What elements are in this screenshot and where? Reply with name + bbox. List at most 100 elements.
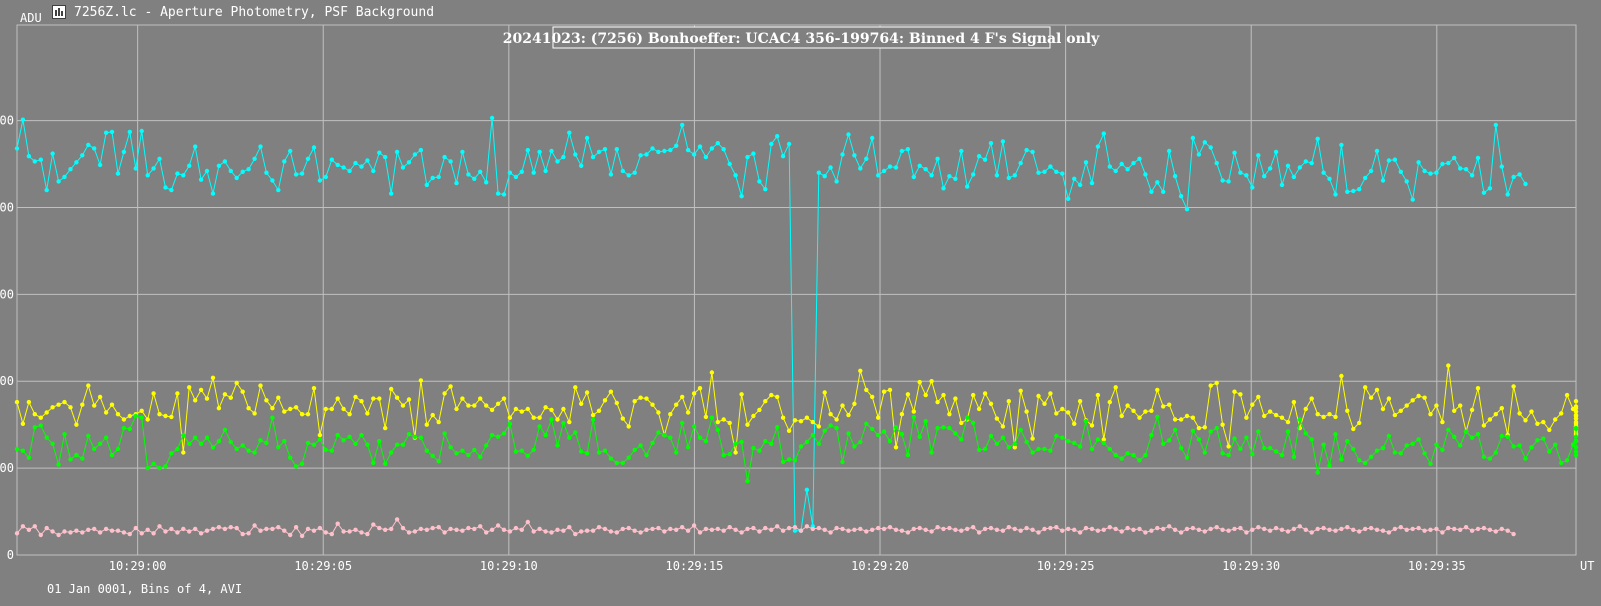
data-point [1238, 170, 1243, 175]
data-point [353, 160, 358, 166]
data-point [620, 416, 625, 421]
data-point [834, 179, 839, 184]
data-point [305, 440, 311, 446]
data-point [472, 526, 477, 532]
data-point [1167, 402, 1172, 407]
data-point [329, 531, 334, 537]
data-point [727, 161, 732, 167]
data-point [798, 528, 804, 533]
data-point [1149, 189, 1154, 194]
data-point [715, 419, 720, 425]
plot-area [16, 24, 1577, 556]
data-point [674, 143, 679, 148]
data-point [994, 527, 1000, 532]
data-point [32, 425, 37, 430]
data-point [751, 525, 756, 531]
data-point [804, 487, 810, 492]
data-point [1036, 446, 1041, 452]
data-point [828, 165, 833, 170]
data-point [1202, 425, 1208, 430]
data-point [923, 392, 928, 398]
data-point [1226, 444, 1231, 449]
data-point [270, 406, 275, 411]
data-point [769, 527, 774, 532]
data-point [608, 389, 614, 394]
data-point [139, 408, 144, 413]
data-point [204, 528, 210, 533]
data-point [537, 526, 542, 532]
data-point [151, 531, 156, 536]
data-point [1018, 427, 1023, 433]
data-point [1327, 527, 1332, 532]
data-point [282, 409, 287, 414]
data-point [935, 399, 940, 405]
y-tick-label: 2000 [0, 374, 14, 388]
data-point [1517, 172, 1522, 177]
data-point [525, 519, 530, 525]
data-point [32, 159, 37, 164]
data-point [1374, 448, 1380, 453]
data-point [763, 525, 768, 531]
data-point [656, 525, 661, 531]
data-point [887, 164, 893, 169]
data-point [1220, 527, 1225, 532]
data-point [1499, 526, 1505, 532]
data-point [216, 525, 222, 530]
data-point [870, 135, 875, 141]
data-point [1250, 402, 1255, 407]
data-point [739, 439, 744, 445]
data-point [228, 439, 233, 445]
x-tick-label: 10:29:35 [1408, 559, 1466, 573]
data-point [935, 525, 940, 530]
data-point [187, 385, 192, 390]
data-point [169, 414, 174, 420]
data-point [38, 532, 43, 538]
data-point [1196, 425, 1202, 431]
data-point [216, 163, 222, 168]
data-point [1475, 155, 1481, 161]
data-point [1297, 524, 1303, 529]
data-point [282, 159, 287, 164]
data-point [478, 396, 483, 401]
data-point [1000, 424, 1006, 429]
data-point [555, 443, 560, 448]
data-point [311, 442, 317, 447]
data-point [1149, 408, 1154, 413]
data-point [893, 425, 899, 430]
data-point [92, 146, 97, 151]
data-point [436, 459, 441, 464]
data-point [917, 525, 922, 531]
data-point [145, 527, 150, 532]
data-point [923, 167, 928, 172]
data-point [20, 448, 26, 453]
data-point [1339, 457, 1344, 462]
data-point [1101, 527, 1107, 532]
data-point [1113, 168, 1118, 174]
data-point [513, 449, 519, 454]
data-point [175, 391, 180, 396]
data-point [1167, 524, 1172, 529]
light-curve-app-icon[interactable] [52, 5, 66, 19]
data-point [270, 526, 275, 532]
data-point [1196, 437, 1202, 442]
footer-info: 01 Jan 0001, Bins of 4, AVI [47, 582, 242, 596]
data-point [1267, 445, 1273, 451]
data-point [537, 424, 542, 429]
data-point [1190, 428, 1196, 433]
data-point [252, 156, 257, 161]
data-point [864, 421, 869, 426]
data-point [365, 158, 370, 163]
data-point [1196, 152, 1202, 157]
data-point [1178, 530, 1184, 535]
data-point [1024, 147, 1029, 153]
data-point [1161, 404, 1166, 409]
data-point [442, 431, 447, 436]
y-tick-label: 0 [7, 548, 14, 562]
data-point [971, 525, 976, 530]
data-point [971, 172, 976, 177]
data-point [1119, 456, 1124, 461]
data-point [97, 394, 103, 400]
data-point [745, 422, 750, 427]
data-point [513, 174, 519, 180]
